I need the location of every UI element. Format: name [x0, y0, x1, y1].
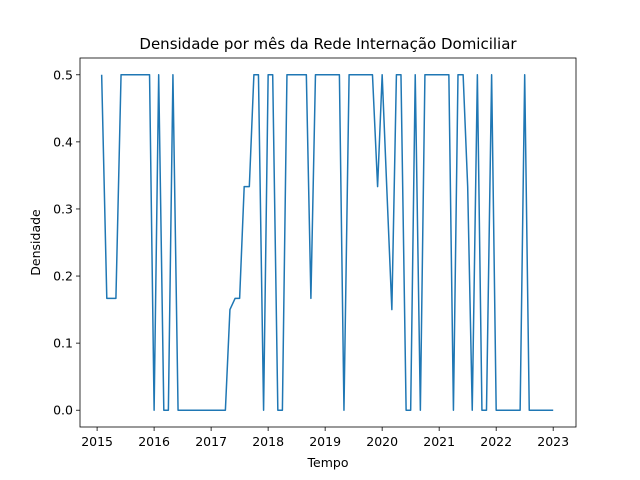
plot-area	[79, 57, 577, 428]
y-tick-label: 0.5	[53, 67, 73, 82]
x-axis-label: Tempo	[307, 455, 349, 470]
x-tick-label: 2015	[81, 434, 113, 449]
y-tick-label: 0.3	[53, 201, 73, 216]
x-tick-label: 2022	[480, 434, 512, 449]
x-tick-label: 2016	[138, 434, 170, 449]
y-axis-label: Densidade	[28, 209, 43, 276]
y-axis: 0.0 0.1 0.2 0.3 0.4 0.5	[53, 67, 80, 418]
chart-title: Densidade por mês da Rede Internação Dom…	[139, 35, 517, 53]
x-tick-label: 2020	[366, 434, 398, 449]
x-tick-label: 2019	[309, 434, 341, 449]
series-line	[100, 74, 554, 411]
x-tick-label: 2023	[537, 434, 569, 449]
x-axis: 2015 2016 2017 2018 2019 2020 2021 2022 2023	[81, 427, 569, 449]
y-tick-label: 0.1	[53, 336, 73, 351]
y-tick-label: 0.4	[53, 134, 73, 149]
x-tick-label: 2017	[195, 434, 227, 449]
x-tick-label: 2018	[252, 434, 284, 449]
y-tick-label: 0.0	[53, 403, 73, 418]
y-tick-label: 0.2	[53, 269, 73, 284]
x-tick-label: 2021	[423, 434, 455, 449]
